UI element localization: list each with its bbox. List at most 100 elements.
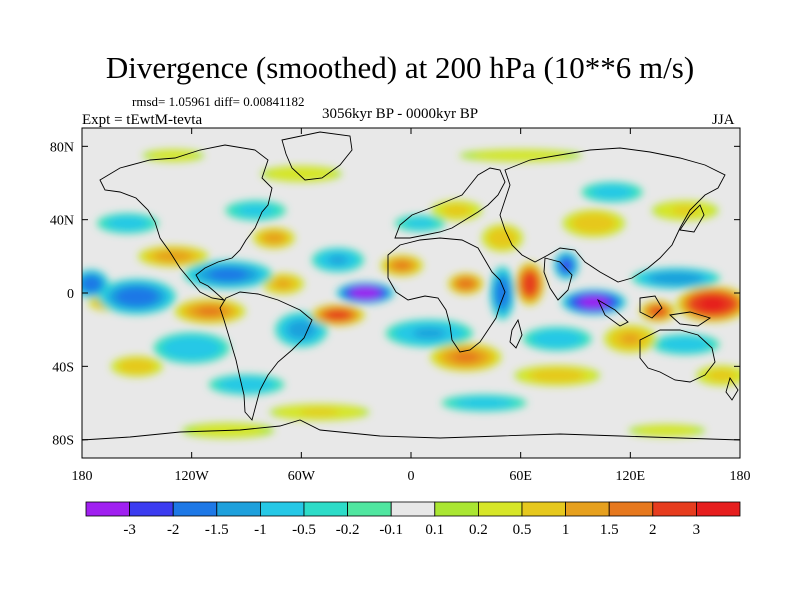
anomaly-region: [514, 365, 601, 386]
axis-ticks: [81, 128, 741, 458]
colorbar-label: 2: [649, 522, 657, 538]
anomaly-region: [310, 304, 365, 326]
anomaly-contour: [405, 218, 435, 229]
colorbar-label: -0.1: [379, 522, 403, 538]
anomaly-region: [82, 269, 110, 299]
anomaly-contour: [456, 397, 513, 409]
anomaly-contour: [651, 307, 665, 316]
anomaly-contour: [275, 279, 291, 288]
colorbar-label: -0.2: [336, 522, 360, 538]
lon-tick-label: 120E: [616, 469, 646, 484]
lon-tick-label: 60W: [288, 469, 316, 484]
anomaly-region: [459, 149, 583, 162]
experiment-label: Expt = tEwtM-tevta: [82, 112, 203, 128]
anomaly-contour: [196, 306, 224, 316]
colorbar-swatch: [608, 501, 654, 517]
colorbar-swatch: [565, 501, 610, 517]
anomaly-contour: [327, 255, 348, 265]
anomaly-contour: [325, 310, 351, 320]
anomaly-region: [153, 332, 230, 364]
coastline-greenland: [281, 131, 353, 181]
anomaly-region: [522, 326, 592, 351]
anomaly-region: [274, 311, 328, 348]
anomaly-region: [639, 300, 676, 323]
anomaly-contour: [521, 271, 538, 296]
anomaly-region: [252, 227, 296, 249]
map-background: [82, 128, 740, 458]
anomaly-contour: [707, 369, 737, 382]
colorbar-label: 0.2: [469, 522, 488, 538]
coastline-india: [543, 257, 573, 301]
colorbar-label: 0.5: [513, 522, 532, 538]
coastline-borneo: [639, 295, 663, 319]
anomaly-contour: [487, 228, 518, 248]
anomaly-contour: [350, 287, 381, 299]
anomaly-contour: [532, 330, 582, 348]
anomaly-region: [138, 245, 209, 267]
anomaly-region: [553, 251, 579, 280]
anomaly-region: [650, 333, 720, 355]
anomaly-contour: [118, 358, 156, 374]
anomaly-contour: [660, 336, 710, 352]
colorbar-swatch: [172, 501, 218, 517]
anomaly-contour: [262, 232, 286, 244]
anomaly-contour: [393, 261, 410, 270]
coastline-australia: [639, 329, 716, 383]
coastline-europe: [394, 167, 506, 239]
coastline-asia: [499, 147, 726, 283]
anomaly-region: [676, 285, 740, 323]
stats-text: rmsd= 1.05961 diff= 0.00841182: [132, 94, 305, 109]
anomaly-contour: [452, 351, 480, 363]
anomaly-contour: [412, 328, 446, 339]
anomaly-region: [441, 394, 527, 412]
anomaly-region: [260, 165, 342, 182]
colorbar-label: -3: [123, 522, 136, 538]
colorbar-swatch: [652, 501, 697, 517]
anomaly-contour: [699, 297, 726, 311]
coastline-sumatra: [596, 298, 629, 327]
anomaly-contour: [238, 204, 273, 217]
colorbar-label: -2: [167, 522, 180, 538]
anomaly-region: [651, 200, 719, 221]
anomaly-region: [262, 273, 305, 295]
colorbar-label: -1.5: [205, 522, 229, 538]
anomaly-region: [628, 424, 706, 437]
lat-tick-label: 0: [67, 287, 74, 302]
anomaly-contour: [266, 166, 336, 181]
anomaly-region: [142, 149, 205, 162]
colorbar-swatch: [477, 501, 523, 517]
lon-tick-label: 180: [72, 469, 93, 484]
coastline-madagascar: [509, 318, 523, 349]
coastline-japan: [679, 204, 705, 233]
colorbar-swatch: [521, 501, 566, 517]
lon-tick-label: 60E: [509, 469, 532, 484]
anomaly-region: [562, 209, 625, 238]
anomaly-region: [110, 355, 163, 377]
anomaly-contour: [154, 250, 193, 263]
anomaly-contour: [208, 268, 248, 281]
anomaly-contour: [82, 275, 102, 293]
colorbar-label: 0.1: [425, 522, 444, 538]
anomaly-contour: [162, 336, 221, 360]
anomaly-region: [581, 181, 643, 203]
anomaly-region: [448, 273, 484, 295]
lat-tick-label: 40N: [50, 214, 74, 229]
colorbar-label: 3: [693, 522, 701, 538]
period-label: 3056kyr BP - 0000kyr BP: [321, 106, 479, 122]
coastline-new-zealand: [725, 376, 739, 401]
anomaly-contour: [286, 320, 316, 340]
colorbar: -3 -2 -1.5 -1 -0.5 -0.2 -0.1 0.1 0.2 0.5 1 1.5 2 3: [85, 501, 741, 538]
colorbar-swatch: [347, 501, 392, 517]
anomaly-contour: [219, 377, 274, 393]
anomaly-contour: [495, 278, 510, 308]
lat-tick-label: 80N: [50, 140, 74, 155]
anomaly-region: [604, 324, 657, 353]
anomaly-region: [430, 342, 502, 372]
colorbar-swatch: [216, 501, 261, 517]
lon-tick-label: 180: [730, 469, 751, 484]
anomaly-region: [489, 266, 515, 320]
coastline-africa: [387, 237, 506, 353]
anomaly-contour: [620, 333, 641, 345]
colorbar-label: -0.5: [292, 522, 316, 538]
